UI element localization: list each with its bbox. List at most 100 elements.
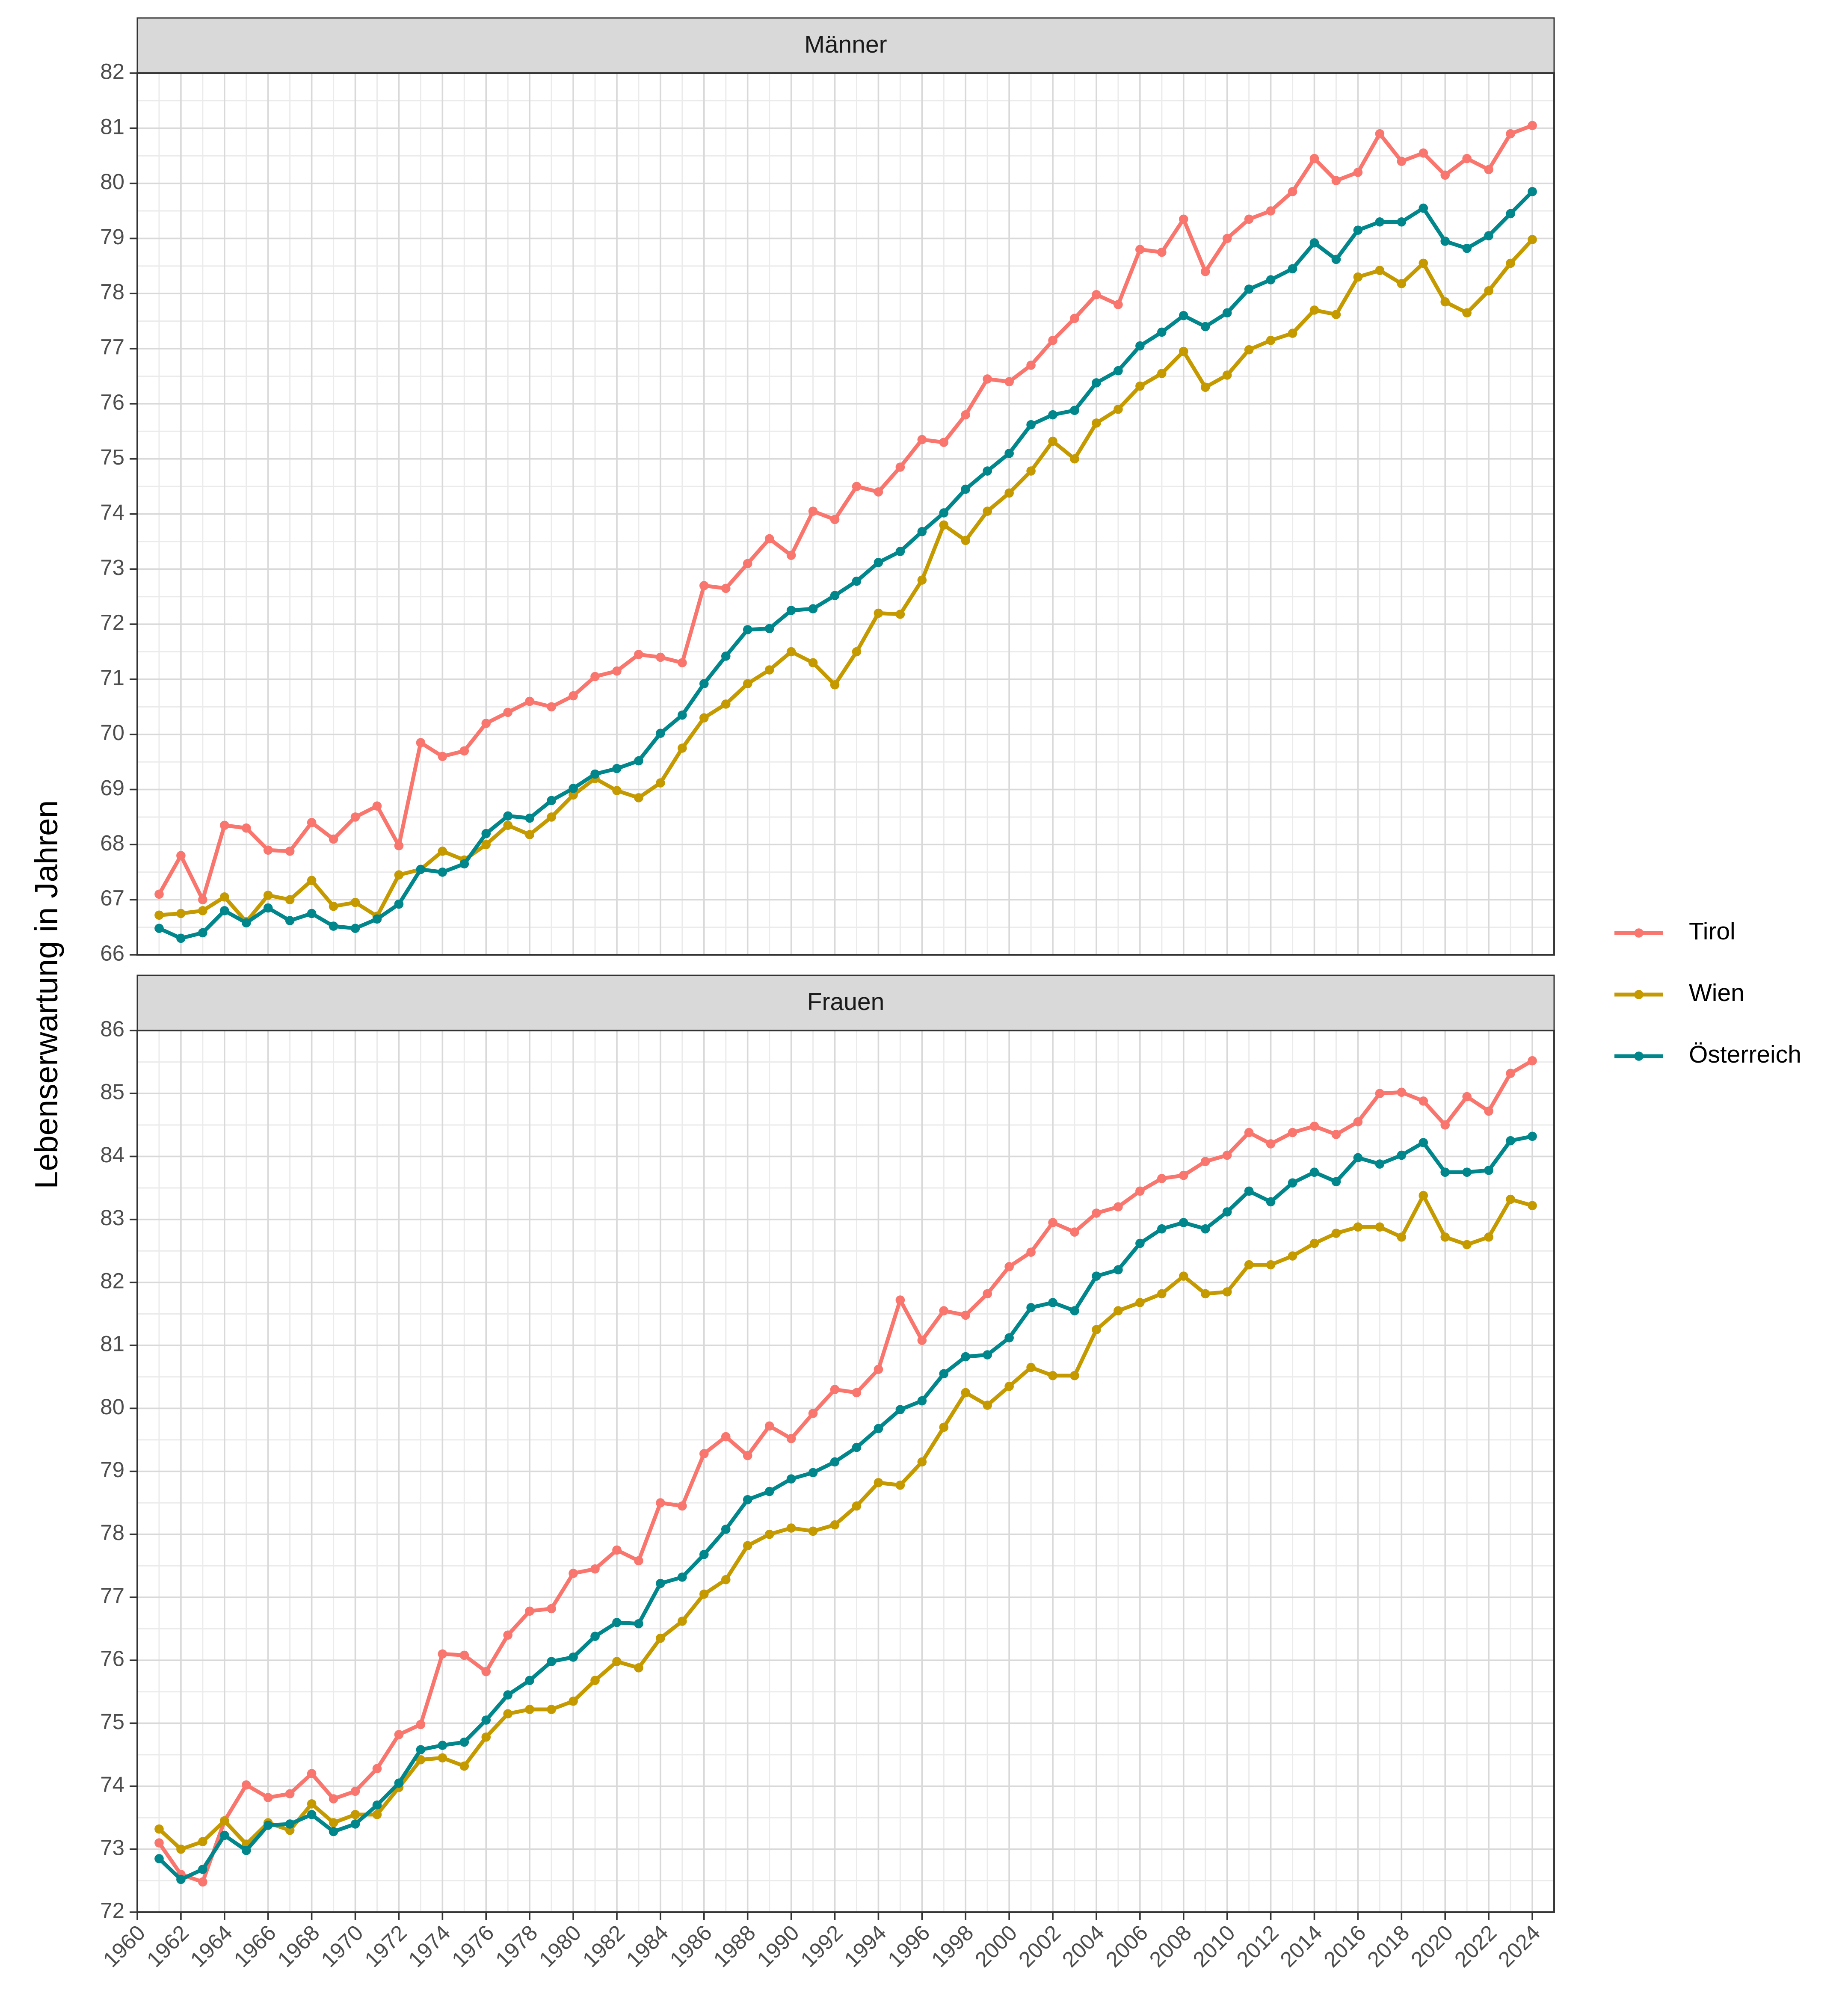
data-point — [1157, 1289, 1167, 1299]
data-point — [176, 909, 186, 918]
data-point — [590, 1632, 600, 1641]
data-point — [764, 534, 774, 544]
data-point — [1135, 381, 1145, 391]
y-tick-label: 78 — [100, 280, 124, 304]
data-point — [678, 658, 687, 668]
data-point — [895, 547, 905, 556]
data-point — [852, 1442, 862, 1452]
data-point — [1440, 170, 1450, 180]
data-point — [503, 1690, 513, 1700]
data-point — [329, 1827, 338, 1836]
data-point — [1375, 1159, 1385, 1169]
data-point — [786, 606, 796, 615]
data-point — [1048, 335, 1057, 345]
y-tick-label: 76 — [100, 390, 124, 414]
data-point — [895, 1405, 905, 1415]
data-point — [1157, 1174, 1167, 1183]
data-point — [1440, 237, 1450, 246]
data-point — [307, 876, 317, 885]
data-point — [939, 508, 949, 518]
data-point — [808, 658, 818, 668]
data-point — [1462, 1092, 1472, 1102]
data-point — [1026, 420, 1036, 429]
data-point — [1288, 1251, 1297, 1261]
data-point — [1114, 300, 1123, 309]
data-point — [1375, 1089, 1385, 1099]
data-point — [1397, 1087, 1407, 1097]
data-point — [481, 1715, 491, 1725]
data-point — [220, 892, 229, 902]
data-point — [307, 1799, 317, 1809]
data-point — [1506, 1069, 1515, 1078]
data-point — [1179, 1170, 1188, 1180]
data-point — [481, 1732, 491, 1742]
data-point — [830, 1385, 840, 1394]
data-point — [1157, 369, 1167, 378]
data-point — [1092, 1271, 1101, 1281]
data-point — [220, 906, 229, 915]
data-point — [699, 713, 709, 723]
data-point — [1397, 1232, 1407, 1242]
data-point — [1397, 157, 1407, 166]
data-point — [961, 1388, 971, 1398]
data-point — [350, 1786, 360, 1796]
data-point — [1004, 488, 1014, 498]
data-point — [481, 719, 491, 728]
data-point — [1179, 1218, 1188, 1227]
data-point — [634, 1663, 643, 1673]
data-point — [1222, 308, 1232, 318]
data-point — [1375, 266, 1385, 275]
data-point — [1179, 214, 1188, 224]
data-point — [874, 1424, 883, 1433]
data-point — [372, 1800, 382, 1810]
data-point — [1419, 148, 1428, 158]
data-point — [1419, 1096, 1428, 1106]
data-point — [198, 1865, 207, 1874]
data-point — [808, 1409, 818, 1418]
data-point — [656, 652, 665, 662]
data-point — [1244, 284, 1254, 294]
data-point — [481, 829, 491, 838]
data-point — [852, 482, 862, 491]
data-point — [721, 1575, 731, 1584]
data-point — [1484, 165, 1493, 175]
y-tick-label: 75 — [100, 445, 124, 469]
data-point — [329, 834, 338, 844]
data-point — [1528, 235, 1537, 244]
data-point — [983, 374, 992, 384]
data-point — [1397, 217, 1407, 227]
data-point — [1026, 466, 1036, 476]
data-point — [154, 1838, 164, 1848]
data-point — [743, 1541, 752, 1551]
data-point — [721, 652, 731, 661]
data-point — [961, 536, 971, 545]
legend-swatch-point — [1634, 990, 1644, 999]
data-point — [569, 1569, 578, 1578]
data-point — [1179, 311, 1188, 320]
data-point — [1114, 1265, 1123, 1275]
data-point — [438, 847, 447, 856]
data-point — [503, 820, 513, 830]
panel-border — [136, 72, 1555, 956]
data-point — [1440, 297, 1450, 307]
data-point — [1026, 1362, 1036, 1372]
data-point — [569, 784, 578, 793]
data-point — [307, 1810, 317, 1819]
data-point — [1222, 1150, 1232, 1160]
y-tick-label: 80 — [100, 169, 124, 194]
data-point — [699, 581, 709, 590]
data-point — [525, 813, 534, 823]
y-tick-label: 81 — [100, 1332, 124, 1356]
data-point — [1440, 1232, 1450, 1242]
data-point — [1331, 1229, 1341, 1238]
data-point — [1288, 1128, 1297, 1137]
data-point — [764, 624, 774, 634]
data-point — [1528, 1056, 1537, 1066]
data-point — [1288, 264, 1297, 274]
data-point — [438, 867, 447, 877]
data-point — [852, 576, 862, 586]
data-point — [525, 696, 534, 706]
y-tick-label: 72 — [100, 610, 124, 635]
data-point — [1244, 214, 1254, 224]
data-point — [198, 928, 207, 938]
